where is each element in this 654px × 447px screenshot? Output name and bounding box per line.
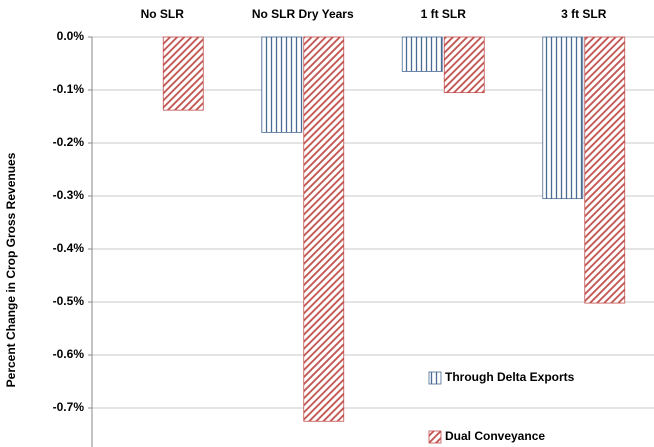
bar [584,36,626,304]
bar [261,36,303,133]
category-label: 1 ft SLR [421,7,467,21]
y-axis-label: Percent Change in Crop Gross Revenues [4,152,18,387]
legend-swatch [428,371,442,385]
bar [542,36,584,200]
y-tick-label: -0.7% [53,400,85,414]
y-tick-label: -0.2% [53,135,85,149]
legend-label: Dual Conveyance [445,429,545,443]
bar [303,36,345,422]
y-tick-label: -0.3% [53,188,85,202]
category-label: 3 ft SLR [561,7,607,21]
legend-swatch [428,430,442,444]
category-label: No SLR Dry Years [252,7,354,21]
y-tick-label: -0.6% [53,347,85,361]
category-label: No SLR [141,7,185,21]
bar [401,36,443,72]
bar [443,36,485,94]
y-tick-label: -0.1% [53,82,85,96]
legend-label: Through Delta Exports [445,370,575,384]
y-tick-label: -0.4% [53,241,85,255]
y-tick-label: 0.0% [57,29,85,43]
bar [162,36,204,111]
y-tick-label: -0.5% [53,294,85,308]
